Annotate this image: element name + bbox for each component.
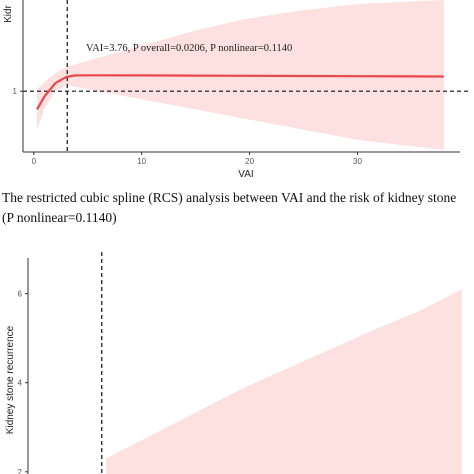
y-tick-label: 2 xyxy=(18,468,23,474)
caption-line-1: The restricted cubic spline (RCS) analys… xyxy=(2,190,457,205)
y-axis-label: Kidr xyxy=(3,4,14,22)
x-ticks: 0 10 20 30 xyxy=(32,152,362,166)
y-tick-label: 1 xyxy=(13,87,18,96)
y-ticks: 1 xyxy=(13,87,23,96)
figure-caption: The restricted cubic spline (RCS) analys… xyxy=(2,188,472,228)
confidence-band xyxy=(106,289,462,474)
ci-band-area xyxy=(106,289,462,474)
series-line xyxy=(36,74,444,110)
y-tick-label: 6 xyxy=(18,290,23,299)
caption-line-2: (P nonlinear=0.1140) xyxy=(2,210,117,225)
x-tick-label: 20 xyxy=(245,157,254,166)
y-axis-label: Kidney stone recurrence xyxy=(5,325,16,434)
x-tick-label: 10 xyxy=(137,157,146,166)
y-tick-label: 4 xyxy=(18,379,23,388)
y-ticks: 2 4 6 xyxy=(18,290,28,474)
x-tick-label: 0 xyxy=(32,157,37,166)
x-axis-label: VAI xyxy=(238,169,253,180)
x-tick-label: 30 xyxy=(353,157,362,166)
chart-annotation: VAI=3.76, P overall=0.0206, P nonlinear=… xyxy=(86,43,292,54)
rcs-chart-top: 0 10 20 30 1 VAI=3.76, P overall=0.0206, P … xyxy=(3,0,470,180)
